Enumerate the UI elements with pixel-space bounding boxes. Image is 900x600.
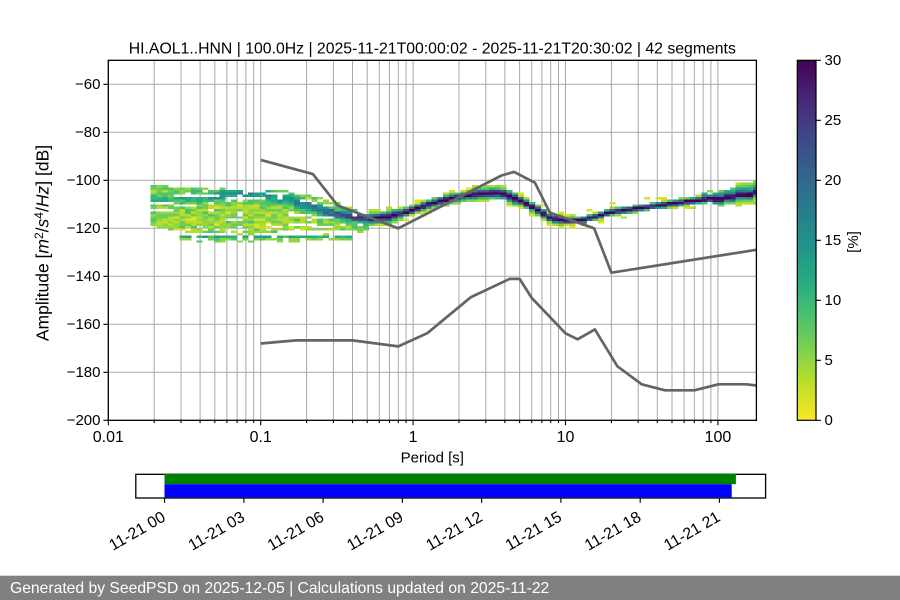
svg-text:25: 25: [825, 112, 842, 129]
svg-text:100: 100: [705, 429, 732, 446]
svg-text:0: 0: [825, 412, 833, 429]
svg-text:−160: −160: [67, 316, 101, 333]
svg-text:−60: −60: [75, 76, 100, 93]
svg-text:−100: −100: [67, 172, 101, 189]
svg-text:15: 15: [825, 232, 842, 249]
svg-text:[%]: [%]: [845, 231, 862, 253]
svg-text:Generated by SeedPSD on 2025-1: Generated by SeedPSD on 2025-12-05 | Cal…: [10, 580, 549, 597]
svg-text:Amplitude [m2/s4/Hz] [dB]: Amplitude [m2/s4/Hz] [dB]: [32, 145, 53, 341]
svg-text:HI.AOL1..HNN | 100.0Hz | 2025-: HI.AOL1..HNN | 100.0Hz | 2025-11-21T00:0…: [129, 41, 736, 58]
svg-text:0.1: 0.1: [250, 429, 272, 446]
svg-text:30: 30: [825, 52, 842, 69]
svg-text:20: 20: [825, 172, 842, 189]
svg-text:−200: −200: [67, 412, 101, 429]
svg-text:5: 5: [825, 352, 833, 369]
svg-text:0.01: 0.01: [93, 429, 124, 446]
svg-text:10: 10: [825, 292, 842, 309]
svg-text:−120: −120: [67, 220, 101, 237]
svg-text:1: 1: [409, 429, 418, 446]
svg-text:−180: −180: [67, 364, 101, 381]
svg-text:−140: −140: [67, 268, 101, 285]
svg-text:10: 10: [557, 429, 575, 446]
svg-text:−80: −80: [75, 124, 100, 141]
svg-text:Period [s]: Period [s]: [401, 450, 464, 467]
